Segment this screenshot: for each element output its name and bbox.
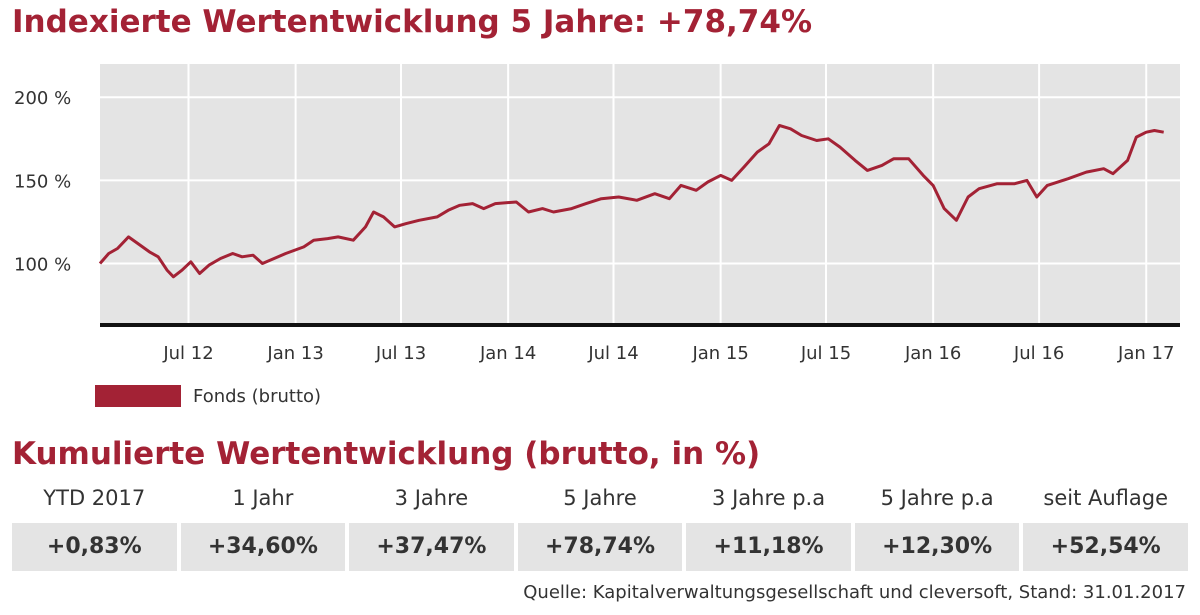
legend-swatch	[95, 385, 181, 407]
performance-table: YTD 2017 +0,83% 1 Jahr +34,60% 3 Jahre +…	[12, 480, 1188, 571]
chart-legend: Fonds (brutto)	[95, 383, 321, 409]
chart-title: Indexierte Wertentwicklung 5 Jahre: +78,…	[12, 4, 813, 40]
performance-header: 3 Jahre p.a	[712, 486, 826, 510]
x-tick-label: Jan 14	[479, 343, 536, 364]
performance-column: 3 Jahre +37,47%	[349, 480, 514, 571]
line-chart: Jul 12 Jan 13 Jul 13 Jan 14 Jul 14 Jan 15 Jul …	[14, 64, 1180, 364]
y-tick-label: 100 %	[14, 254, 71, 275]
x-tick-label: Jul 12	[162, 343, 213, 364]
x-tick-label: Jul 16	[1013, 343, 1064, 364]
performance-value: +78,74%	[517, 523, 683, 571]
plot-area	[100, 64, 1180, 325]
series-line-fonds	[98, 124, 1164, 279]
performance-header: 5 Jahre p.a	[880, 486, 994, 510]
x-tick-label: Jan 15	[691, 343, 748, 364]
performance-column: 1 Jahr +34,60%	[180, 480, 346, 571]
performance-column: 5 Jahre +78,74%	[517, 480, 683, 571]
performance-column: YTD 2017 +0,83%	[12, 480, 177, 571]
y-tick-label: 200 %	[14, 88, 71, 109]
performance-value: +34,60%	[180, 523, 346, 571]
y-tick-label: 150 %	[14, 171, 71, 192]
source-note: Quelle: Kapitalverwaltungsgesellschaft u…	[523, 582, 1186, 603]
performance-column: 5 Jahre p.a +12,30%	[854, 480, 1020, 571]
performance-header: 5 Jahre	[563, 486, 637, 510]
performance-header: 1 Jahr	[232, 486, 294, 510]
performance-value: +52,54%	[1023, 523, 1188, 571]
x-tick-label: Jan 13	[266, 343, 323, 364]
performance-header: YTD 2017	[43, 486, 146, 510]
performance-header: 3 Jahre	[394, 486, 469, 510]
x-tick-label: Jul 13	[375, 343, 426, 364]
performance-value: +11,18%	[686, 523, 851, 571]
x-tick-label: Jul 14	[587, 343, 638, 364]
performance-value: +12,30%	[854, 523, 1020, 571]
legend-label: Fonds (brutto)	[193, 385, 322, 407]
performance-title: Kumulierte Wertentwicklung (brutto, in %…	[12, 436, 761, 472]
performance-column: 3 Jahre p.a +11,18%	[686, 480, 851, 571]
performance-header: seit Auflage	[1043, 486, 1169, 510]
x-tick-label: Jul 15	[800, 343, 851, 364]
performance-value: +0,83%	[12, 523, 177, 571]
performance-value: +37,47%	[349, 523, 514, 571]
x-tick-label: Jan 17	[1117, 343, 1174, 364]
x-tick-label: Jan 16	[904, 343, 961, 364]
performance-column: seit Auflage +52,54%	[1023, 480, 1188, 571]
